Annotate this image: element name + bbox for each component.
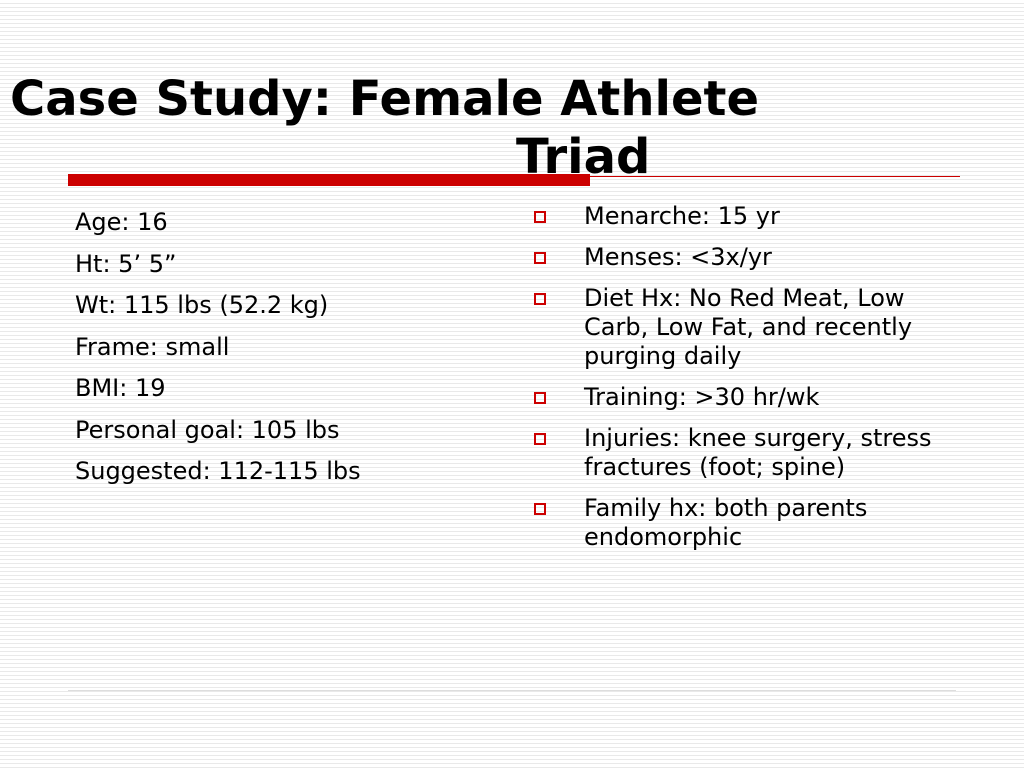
hollow-square-bullet-icon — [534, 433, 546, 445]
list-item-menses: Menses: <3x/yr — [530, 243, 970, 272]
list-item-text: Training: >30 hr/wk — [584, 383, 820, 411]
stat-age: Age: 16 — [75, 208, 168, 236]
list-item-family-history: Family hx: both parents endomorphic — [530, 494, 970, 552]
list-item-text: Menses: <3x/yr — [584, 243, 772, 271]
stat-personal-goal: Personal goal: 105 lbs — [75, 415, 340, 444]
history-bullet-list: Menarche: 15 yr Menses: <3x/yr Diet Hx: … — [530, 202, 970, 564]
stat-height: Ht: 5’ 5” — [75, 249, 177, 278]
list-item-text: Family hx: both parents endomorphic — [584, 494, 868, 551]
list-item-text: Injuries: knee surgery, stress fractures… — [584, 424, 932, 481]
stat-bmi: BMI: 19 — [75, 374, 166, 402]
slide-title: Case Study: Female Athlete Triad — [10, 70, 870, 186]
hollow-square-bullet-icon — [534, 503, 546, 515]
stat-suggested: Suggested: 112-115 lbs — [75, 457, 361, 485]
list-item-injuries: Injuries: knee surgery, stress fractures… — [530, 424, 970, 482]
list-item-text: Menarche: 15 yr — [584, 202, 780, 230]
list-item-text: Diet Hx: No Red Meat, Low Carb, Low Fat,… — [584, 284, 913, 370]
stat-frame: Frame: small — [75, 332, 230, 361]
hollow-square-bullet-icon — [534, 211, 546, 223]
slide-title-line-1: Case Study: Female Athlete — [10, 71, 759, 127]
title-underline-bar — [68, 174, 590, 186]
list-item-menarche: Menarche: 15 yr — [530, 202, 970, 231]
hollow-square-bullet-icon — [534, 392, 546, 404]
list-item-training: Training: >30 hr/wk — [530, 383, 970, 412]
hollow-square-bullet-icon — [534, 293, 546, 305]
title-underline-rule — [590, 176, 960, 177]
list-item-diet-history: Diet Hx: No Red Meat, Low Carb, Low Fat,… — [530, 284, 970, 371]
hollow-square-bullet-icon — [534, 252, 546, 264]
footer-divider — [68, 690, 956, 691]
stat-weight: Wt: 115 lbs (52.2 kg) — [75, 291, 329, 319]
patient-stats-column: Age: 16 Ht: 5’ 5” Wt: 115 lbs (52.2 kg) … — [75, 202, 495, 493]
